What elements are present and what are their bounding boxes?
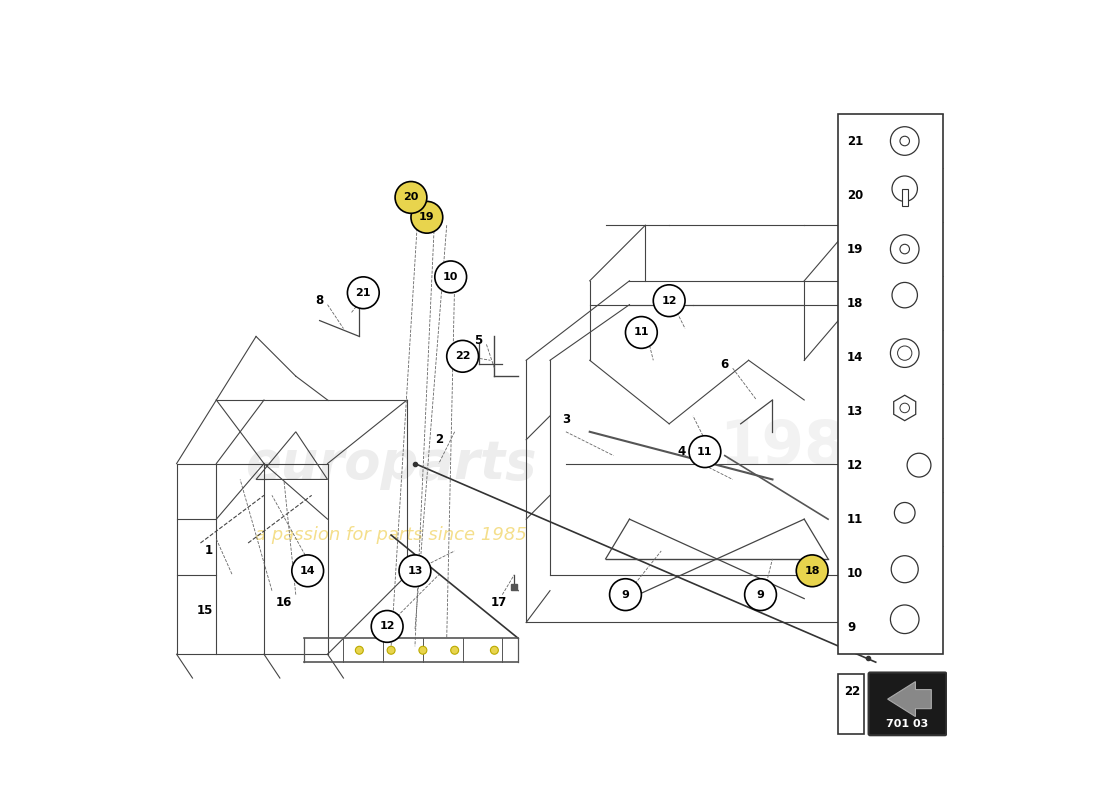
Text: 3: 3 (562, 414, 570, 426)
Circle shape (796, 555, 828, 586)
Circle shape (894, 502, 915, 523)
Text: 21: 21 (847, 134, 864, 147)
Text: 7: 7 (431, 207, 439, 220)
Circle shape (890, 605, 918, 634)
Circle shape (419, 646, 427, 654)
Circle shape (891, 556, 918, 582)
Text: 16: 16 (276, 596, 292, 609)
Text: 13: 13 (847, 405, 864, 418)
Text: 11: 11 (697, 446, 713, 457)
Circle shape (355, 646, 363, 654)
Circle shape (900, 136, 910, 146)
Text: 12: 12 (661, 296, 676, 306)
Circle shape (892, 176, 917, 202)
Text: europarts: europarts (245, 438, 537, 490)
Text: 19: 19 (847, 242, 864, 255)
Text: 701 03: 701 03 (887, 719, 928, 729)
Circle shape (491, 646, 498, 654)
Text: 19: 19 (419, 212, 435, 222)
Text: 11: 11 (634, 327, 649, 338)
Text: 22: 22 (844, 686, 860, 698)
FancyBboxPatch shape (837, 114, 944, 654)
Circle shape (689, 436, 720, 467)
Text: 12: 12 (847, 458, 864, 472)
Circle shape (348, 277, 380, 309)
Text: 18: 18 (804, 566, 820, 576)
Circle shape (372, 610, 403, 642)
Circle shape (892, 282, 917, 308)
Text: 4: 4 (676, 445, 685, 458)
Text: a passion for parts since 1985: a passion for parts since 1985 (255, 526, 527, 544)
Text: 17: 17 (491, 596, 506, 609)
Text: 20: 20 (404, 193, 419, 202)
Text: 1985: 1985 (719, 418, 889, 477)
Text: 9: 9 (847, 621, 856, 634)
Text: 11: 11 (847, 513, 864, 526)
Text: 5: 5 (474, 334, 483, 347)
FancyBboxPatch shape (869, 673, 946, 735)
Text: 15: 15 (196, 604, 212, 617)
Circle shape (434, 261, 466, 293)
Text: 12: 12 (379, 622, 395, 631)
Circle shape (908, 454, 931, 477)
Text: 9: 9 (757, 590, 764, 600)
Circle shape (653, 285, 685, 317)
Text: 1: 1 (205, 545, 212, 558)
Bar (902, 189, 908, 206)
Circle shape (900, 403, 910, 413)
Circle shape (411, 202, 442, 233)
FancyBboxPatch shape (837, 674, 864, 734)
Text: 9: 9 (621, 590, 629, 600)
Circle shape (626, 317, 658, 348)
Text: 14: 14 (847, 350, 864, 363)
Text: 22: 22 (455, 351, 471, 362)
Text: 14: 14 (300, 566, 316, 576)
Circle shape (399, 555, 431, 586)
Text: 18: 18 (847, 297, 864, 310)
Text: 13: 13 (407, 566, 422, 576)
Text: 10: 10 (847, 566, 864, 580)
Circle shape (292, 555, 323, 586)
Circle shape (898, 346, 912, 360)
Circle shape (900, 244, 910, 254)
Circle shape (395, 182, 427, 214)
Text: 2: 2 (434, 434, 443, 446)
Circle shape (890, 126, 918, 155)
Circle shape (745, 578, 777, 610)
Circle shape (609, 578, 641, 610)
Text: 8: 8 (316, 294, 323, 307)
Text: 21: 21 (355, 288, 371, 298)
Circle shape (890, 339, 918, 367)
Text: 20: 20 (847, 189, 864, 202)
Text: 10: 10 (443, 272, 459, 282)
Circle shape (447, 341, 478, 372)
Circle shape (451, 646, 459, 654)
Circle shape (387, 646, 395, 654)
Polygon shape (888, 682, 932, 717)
Circle shape (890, 234, 918, 263)
Text: 6: 6 (720, 358, 729, 370)
